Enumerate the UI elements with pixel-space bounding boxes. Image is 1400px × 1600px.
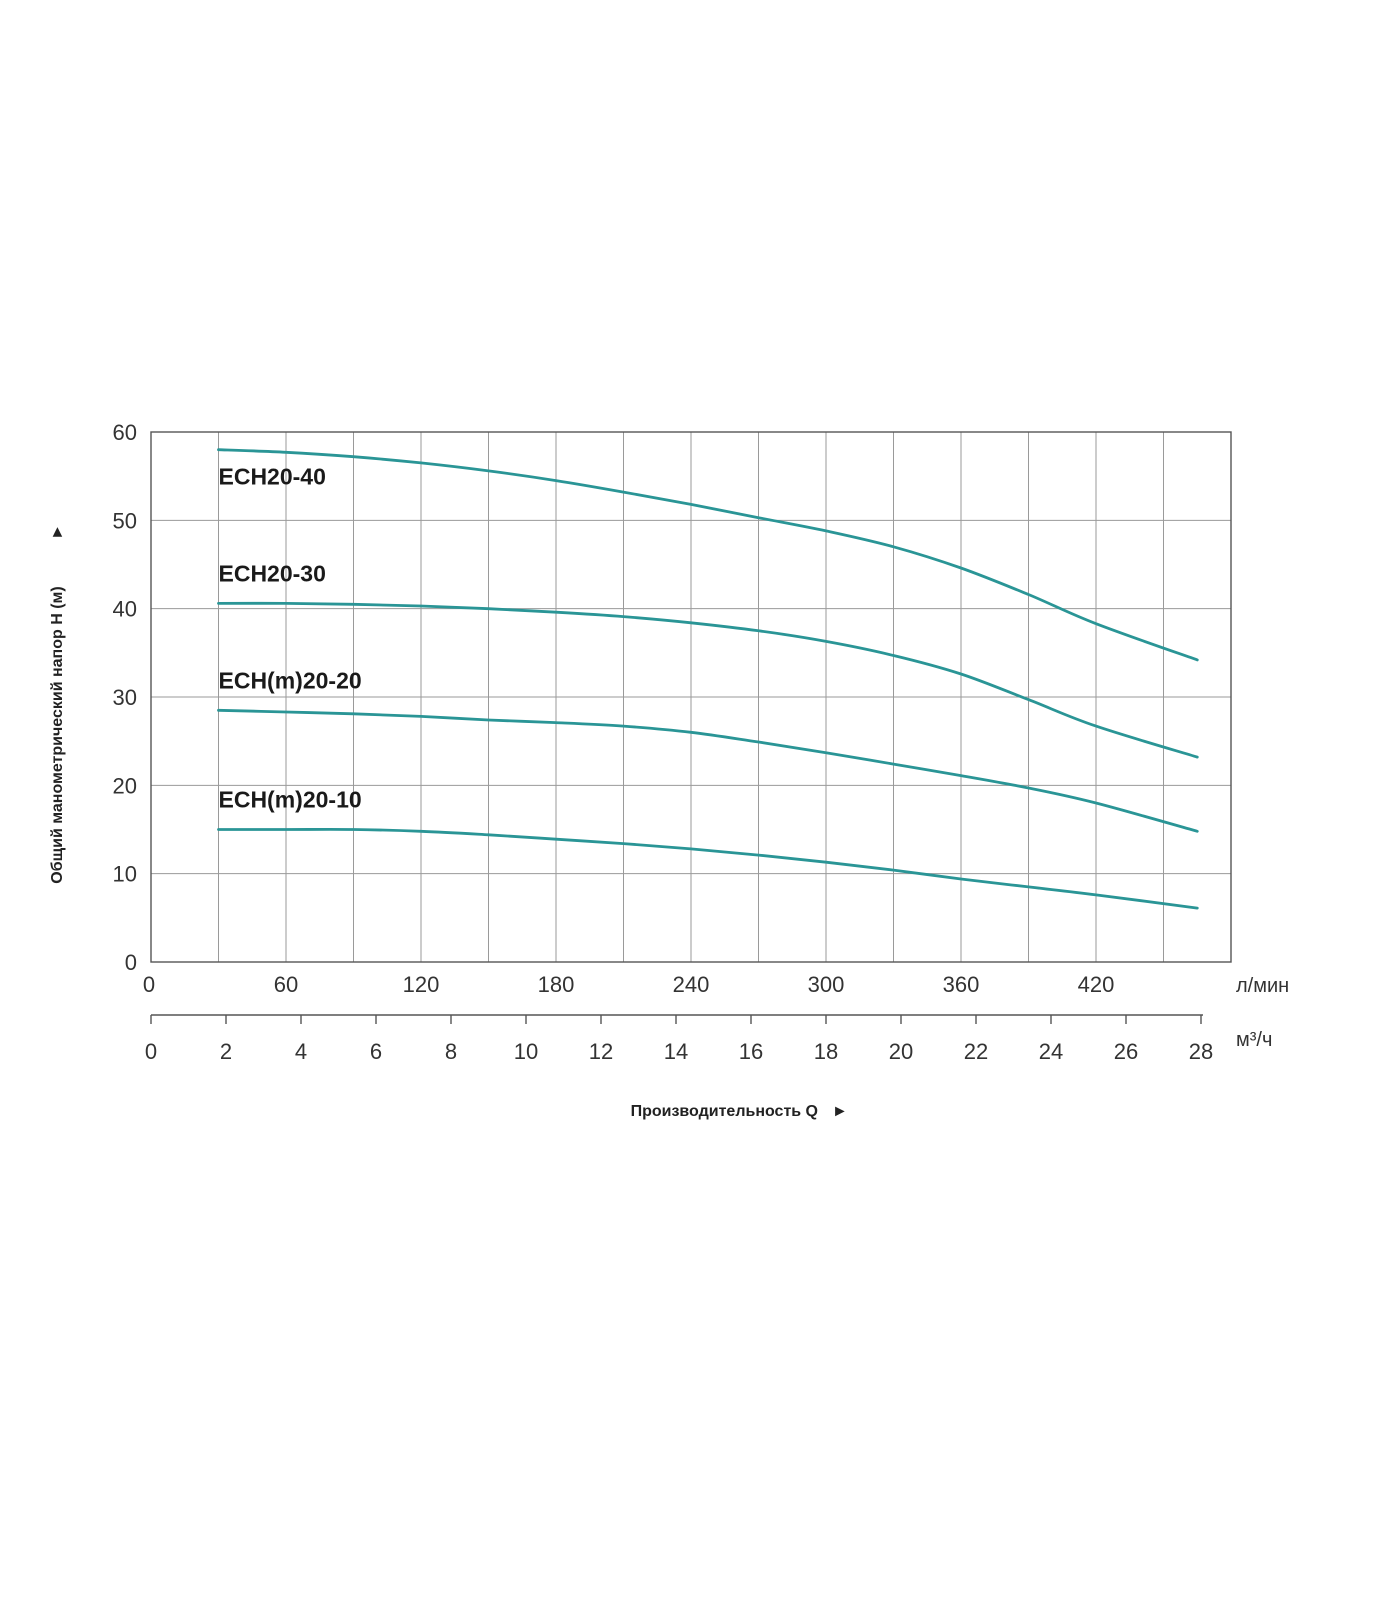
- x-tick-label-m3h: 24: [1039, 1039, 1063, 1064]
- x-tick-label-lpm: 0: [143, 972, 155, 997]
- x-tick-label-m3h: 26: [1114, 1039, 1138, 1064]
- x-tick-label-m3h: 20: [889, 1039, 913, 1064]
- x-axis-title: Производительность Q: [631, 1103, 818, 1120]
- curves: [217, 448, 1199, 910]
- y-tick-label: 60: [113, 420, 137, 445]
- series-line-2: [217, 601, 1199, 759]
- y-axis-arrow-icon: ►: [49, 524, 66, 540]
- series-label-3: ECH(m)20-20: [219, 667, 362, 693]
- x-tick-label-lpm: 180: [538, 972, 575, 997]
- x-tick-label-m3h: 2: [220, 1039, 232, 1064]
- x-tick-label-lpm: 120: [403, 972, 440, 997]
- x-tick-label-m3h: 14: [664, 1039, 688, 1064]
- x-tick-label-m3h: 22: [964, 1039, 988, 1064]
- x-tick-label-m3h: 10: [514, 1039, 538, 1064]
- x-tick-label-m3h: 0: [145, 1039, 157, 1064]
- y-tick-label: 0: [125, 950, 137, 975]
- x-tick-label-lpm: 300: [808, 972, 845, 997]
- y-tick-label: 40: [113, 597, 137, 622]
- series-labels: ECH20-40 ECH20-30 ECH(m)20-20 ECH(m)20-10: [219, 464, 362, 813]
- y-tick-label: 20: [113, 773, 137, 798]
- x-axis-arrow-icon: ►: [832, 1103, 848, 1120]
- x-tick-label-lpm: 360: [943, 972, 980, 997]
- x-ticks-lpm: 0 60 120 180 240 300 360 420: [143, 972, 1114, 997]
- x-tick-label-m3h: 4: [295, 1039, 307, 1064]
- x-tick-label-m3h: 8: [445, 1039, 457, 1064]
- y-tick-label: 10: [113, 862, 137, 887]
- series-label-1: ECH20-40: [219, 464, 326, 490]
- plot-frame: [150, 431, 1232, 963]
- x-tick-label-m3h: 16: [739, 1039, 763, 1064]
- series-line-3: [217, 708, 1199, 833]
- x-tick-label-lpm: 60: [274, 972, 298, 997]
- x-unit-lpm-label: л/мин: [1236, 975, 1289, 997]
- x-tick-label-m3h: 12: [589, 1039, 613, 1064]
- y-tick-label: 30: [113, 685, 137, 710]
- x-unit-m3h-label: м³/ч: [1236, 1029, 1272, 1051]
- series-label-4: ECH(m)20-10: [219, 787, 362, 813]
- x-tick-label-m3h: 6: [370, 1039, 382, 1064]
- x-tick-label-lpm: 240: [673, 972, 710, 997]
- series-line-1: [217, 448, 1199, 662]
- x-tick-label-m3h: 18: [814, 1039, 838, 1064]
- grid: [151, 432, 1231, 962]
- y-tick-label: 50: [113, 508, 137, 533]
- y-axis-title: Общий манометрический напор H (м): [49, 586, 66, 883]
- series-label-2: ECH20-30: [219, 560, 326, 586]
- series-line-4: [217, 827, 1199, 910]
- x-axis-m3h: 0 2 4 6 8 10 12 14 16 18 20 22 24 26 28: [145, 1014, 1213, 1064]
- y-ticks: 0 10 20 30 40 50 60: [113, 420, 137, 975]
- x-tick-label-lpm: 420: [1078, 972, 1115, 997]
- x-tick-label-m3h: 28: [1189, 1039, 1213, 1064]
